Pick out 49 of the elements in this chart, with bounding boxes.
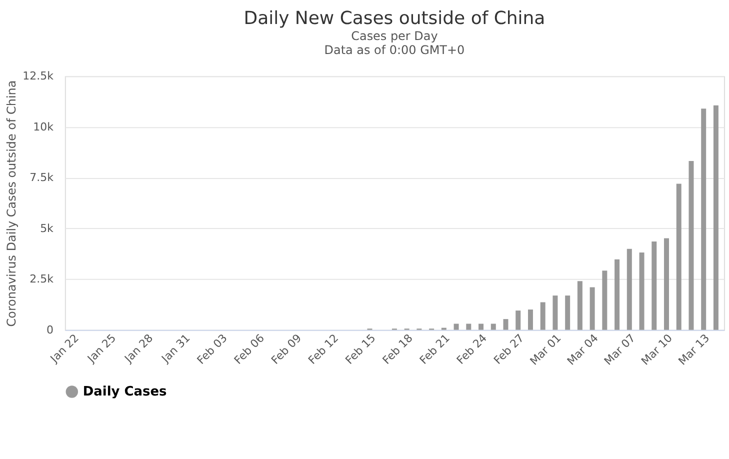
bar [664, 238, 670, 330]
x-tick-label: Jan 25 [84, 332, 119, 366]
y-tick-label: 2.5k [30, 272, 54, 286]
x-tick-label: Jan 31 [158, 332, 193, 366]
x-tick-label: Feb 15 [342, 332, 378, 367]
x-tick-label: Feb 24 [454, 332, 490, 367]
bar [713, 105, 718, 330]
bar [701, 108, 706, 330]
bar [639, 252, 644, 330]
bar [614, 259, 620, 330]
y-tick-label: 7.5k [30, 171, 54, 184]
x-tick-label: Feb 21 [417, 332, 452, 367]
bar [565, 296, 570, 330]
bar [676, 184, 682, 330]
bar [577, 281, 582, 330]
chart-title: Daily New Cases outside of China [244, 8, 546, 30]
bar [688, 160, 694, 330]
y-tick-label: 0 [46, 323, 54, 336]
bar [478, 324, 484, 330]
x-tick-label: Feb 09 [268, 332, 304, 367]
y-tick-label: 5k [40, 222, 54, 235]
x-tick-label: Feb 06 [232, 332, 267, 367]
bar [516, 310, 521, 330]
bar [528, 310, 533, 330]
x-tick-label: Mar 04 [564, 332, 601, 368]
bar [540, 302, 546, 330]
x-tick-label: Feb 18 [380, 332, 416, 367]
bar [466, 324, 472, 330]
legend-label: Daily Cases [82, 384, 168, 400]
x-tick-label: Feb 03 [194, 332, 230, 367]
bar [590, 287, 595, 330]
x-tick-label: Mar 07 [602, 332, 638, 368]
bar [490, 324, 496, 330]
bar [503, 319, 508, 330]
chart-subtitle: Cases per Day Data as of 0:00 GMT+0 [324, 29, 465, 58]
bar [626, 248, 632, 330]
y-tick-label: 12.5k [22, 70, 54, 83]
y-axis-title: Coronavirus Daily Cases outside of China [4, 80, 19, 327]
x-tick-label: Mar 13 [676, 332, 712, 368]
x-tick-label: Mar 10 [638, 332, 675, 368]
bar [552, 296, 558, 330]
x-tick-label: Mar 01 [528, 332, 564, 368]
bar [602, 270, 608, 330]
bar [652, 242, 657, 330]
y-tick-label: 10k [33, 120, 54, 134]
x-tick-label: Feb 27 [491, 332, 527, 367]
x-tick-label: Feb 12 [306, 332, 342, 367]
bar [454, 324, 459, 330]
x-tick-label: Jan 28 [121, 332, 156, 366]
